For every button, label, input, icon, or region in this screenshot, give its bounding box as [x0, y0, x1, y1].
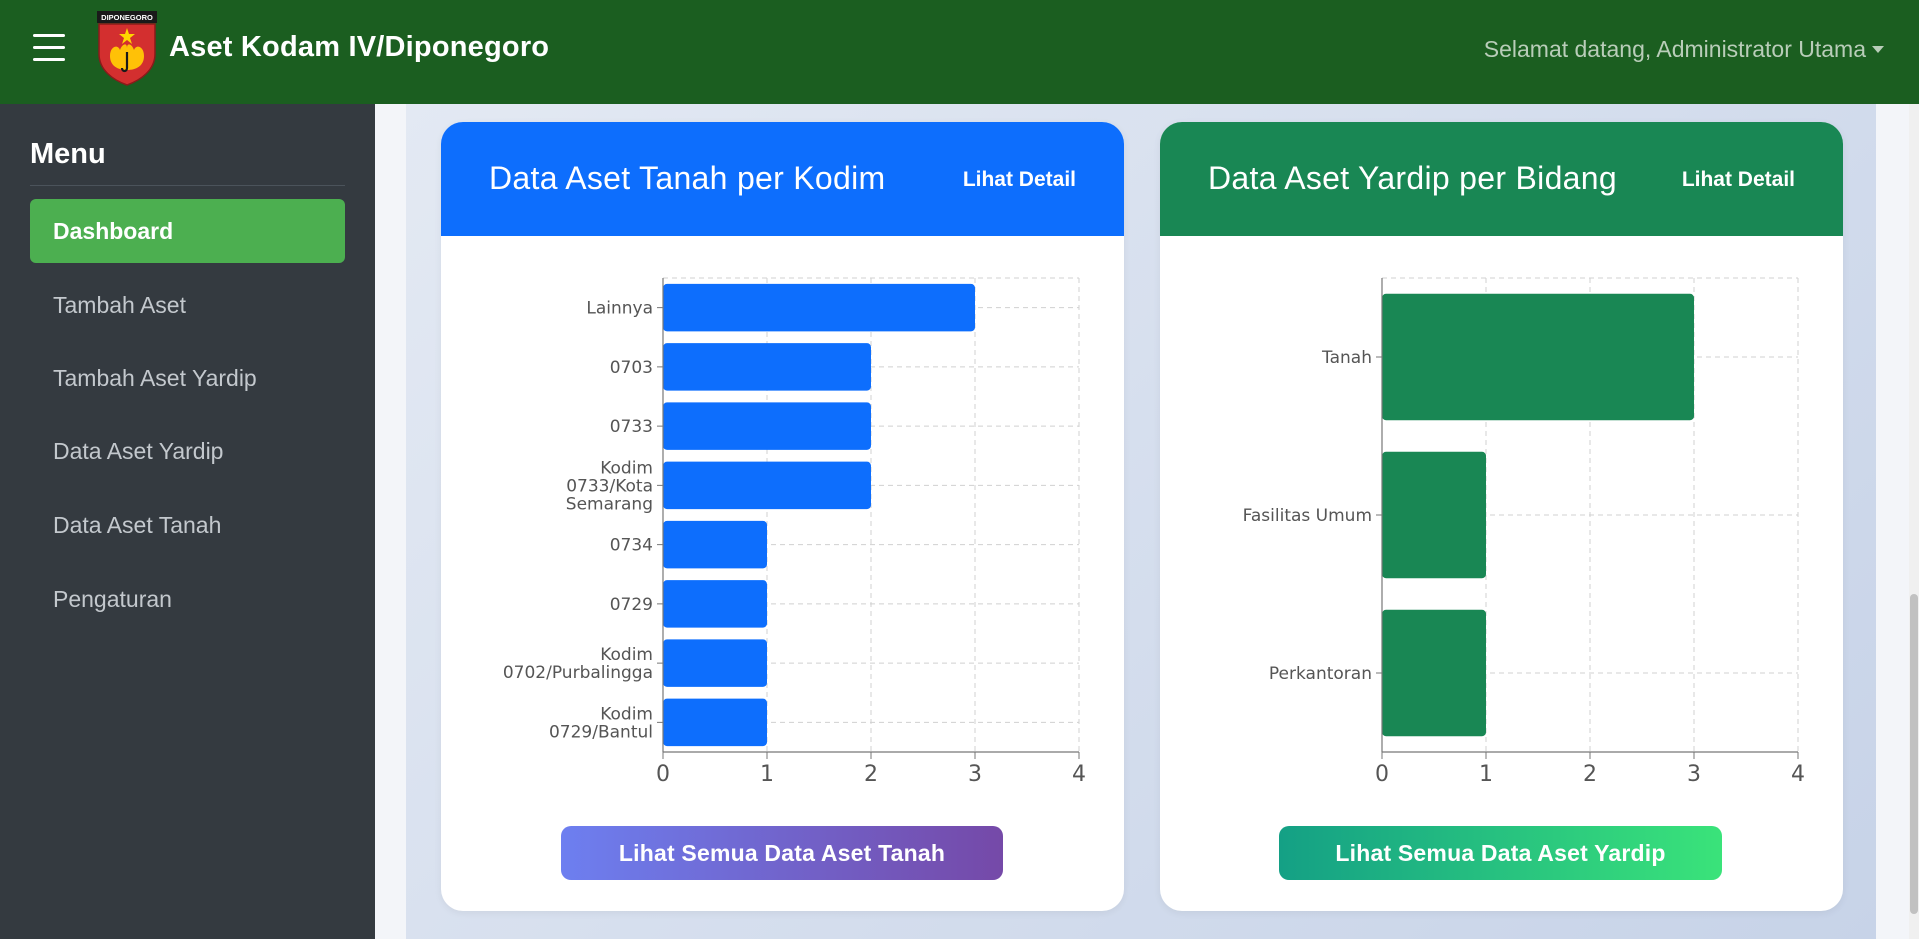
y-tick-label: Kodim 0729/Bantul [549, 704, 653, 742]
scrollbar[interactable] [1909, 104, 1919, 939]
bar-2[interactable] [1382, 609, 1486, 737]
sidebar-item-pengaturan[interactable]: Pengaturan [53, 586, 172, 612]
sidebar: Menu Dashboard Tambah Aset Tambah Aset Y… [0, 104, 375, 939]
bar-3[interactable] [663, 461, 871, 510]
card-aset-tanah: Data Aset Tanah per Kodim Lihat Detail 0… [441, 122, 1124, 911]
y-tick-label: Kodim 0733/Kota Semarang [566, 458, 653, 514]
bar-0[interactable] [1382, 293, 1694, 421]
x-tick-label: 3 [968, 762, 982, 787]
bar-2[interactable] [663, 402, 871, 450]
bar-1[interactable] [1382, 451, 1486, 579]
y-tick-label: 0733 [610, 417, 653, 437]
scrollbar-thumb[interactable] [1910, 594, 1918, 914]
card-aset-yardip: Data Aset Yardip per Bidang Lihat Detail… [1160, 122, 1843, 911]
sidebar-item-data-aset-tanah[interactable]: Data Aset Tanah [53, 512, 222, 538]
y-tick-label: Fasilitas Umum [1243, 506, 1372, 526]
sidebar-item-tambah-aset-yardip[interactable]: Tambah Aset Yardip [53, 365, 257, 391]
sidebar-title: Menu [30, 138, 106, 170]
sidebar-item-data-aset-yardip[interactable]: Data Aset Yardip [53, 438, 224, 464]
main-content: Data Aset Tanah per Kodim Lihat Detail 0… [375, 104, 1919, 939]
kodam-logo: DIPONEGORO [97, 11, 157, 86]
hamburger-menu-icon[interactable] [33, 34, 65, 64]
x-tick-label: 2 [1583, 762, 1597, 787]
user-menu-dropdown[interactable]: Selamat datang, Administrator Utama [1484, 36, 1884, 63]
lihat-semua-aset-yardip-button[interactable]: Lihat Semua Data Aset Yardip [1279, 826, 1722, 880]
x-tick-label: 4 [1072, 762, 1086, 787]
y-tick-label: Kodim 0702/Purbalingga [503, 645, 653, 683]
x-tick-label: 0 [1375, 762, 1389, 787]
y-tick-label: 0729 [610, 595, 653, 615]
bar-4[interactable] [663, 520, 767, 569]
bar-7[interactable] [663, 698, 767, 747]
bar-5[interactable] [663, 580, 767, 628]
sidebar-divider [30, 185, 345, 186]
sidebar-item-dashboard[interactable]: Dashboard [30, 199, 345, 263]
lihat-detail-link[interactable]: Lihat Detail [1681, 168, 1795, 191]
card-header: Data Aset Tanah per Kodim Lihat Detail [441, 122, 1124, 236]
app-title: Aset Kodam IV/Diponegoro [169, 31, 550, 63]
card-title: Data Aset Yardip per Bidang [1208, 160, 1617, 196]
card-title: Data Aset Tanah per Kodim [489, 160, 886, 196]
svg-text:DIPONEGORO: DIPONEGORO [101, 13, 153, 22]
y-tick-label: Tanah [1321, 348, 1372, 368]
y-tick-label: Perkantoran [1269, 664, 1372, 684]
top-navbar: DIPONEGORO Aset Kodam IV/Diponegoro Sela… [0, 0, 1919, 104]
x-tick-label: 0 [656, 762, 670, 787]
chart-aset-tanah: 0 1 2 3 4 Lainnya 0703 0733 Kodim 0733/Kota Semara… [503, 277, 1086, 787]
bar-0[interactable] [663, 283, 975, 332]
card-header: Data Aset Yardip per Bidang Lihat Detail [1160, 122, 1843, 236]
x-tick-label: 4 [1791, 762, 1805, 787]
x-tick-label: 2 [864, 762, 878, 787]
lihat-detail-link[interactable]: Lihat Detail [962, 168, 1076, 191]
lihat-semua-aset-tanah-button[interactable]: Lihat Semua Data Aset Tanah [561, 826, 1003, 880]
chart-aset-yardip: 0 1 2 3 4 Tanah Fasilitas Umum Perkantoran [1243, 277, 1805, 787]
y-tick-label: 0703 [610, 358, 653, 378]
user-greeting: Selamat datang, Administrator Utama [1483, 36, 1866, 62]
y-tick-label: Lainnya [586, 299, 653, 319]
x-tick-label: 3 [1687, 762, 1701, 787]
sidebar-item-tambah-aset[interactable]: Tambah Aset [53, 292, 186, 318]
bar-1[interactable] [663, 343, 871, 391]
dashboard-panel: Data Aset Tanah per Kodim Lihat Detail 0… [406, 104, 1876, 939]
bar-6[interactable] [663, 639, 767, 687]
chevron-down-icon [1872, 46, 1884, 53]
x-tick-label: 1 [1479, 762, 1493, 787]
x-tick-label: 1 [760, 762, 774, 787]
y-tick-label: 0734 [610, 536, 653, 556]
